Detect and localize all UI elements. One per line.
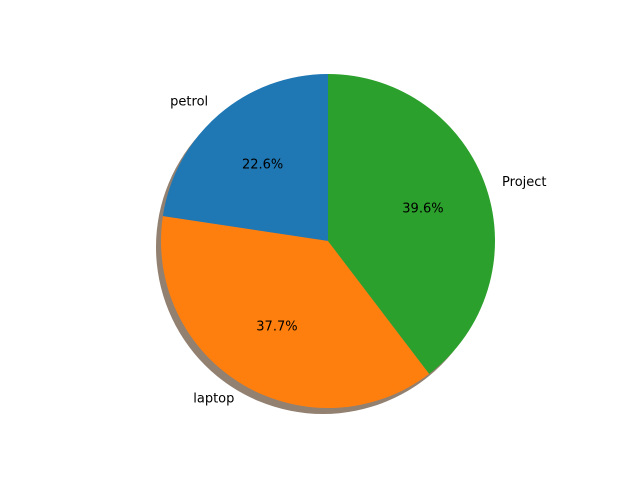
pie-labels: petrol 22.6% laptop 37.7% Project 39.6% (170, 94, 546, 406)
slice-label-petrol: petrol (170, 94, 208, 109)
slice-label-laptop: laptop (193, 392, 234, 407)
pie-slice-petrol (162, 74, 328, 241)
pie-slices (161, 74, 496, 408)
slice-label-project: Project (502, 175, 546, 190)
pie-slice-project (328, 74, 496, 374)
pct-label-laptop: 37.7% (256, 320, 297, 335)
pct-label-project: 39.6% (402, 201, 443, 216)
pie-slice-laptop (161, 216, 430, 408)
pct-label-petrol: 22.6% (242, 158, 283, 173)
